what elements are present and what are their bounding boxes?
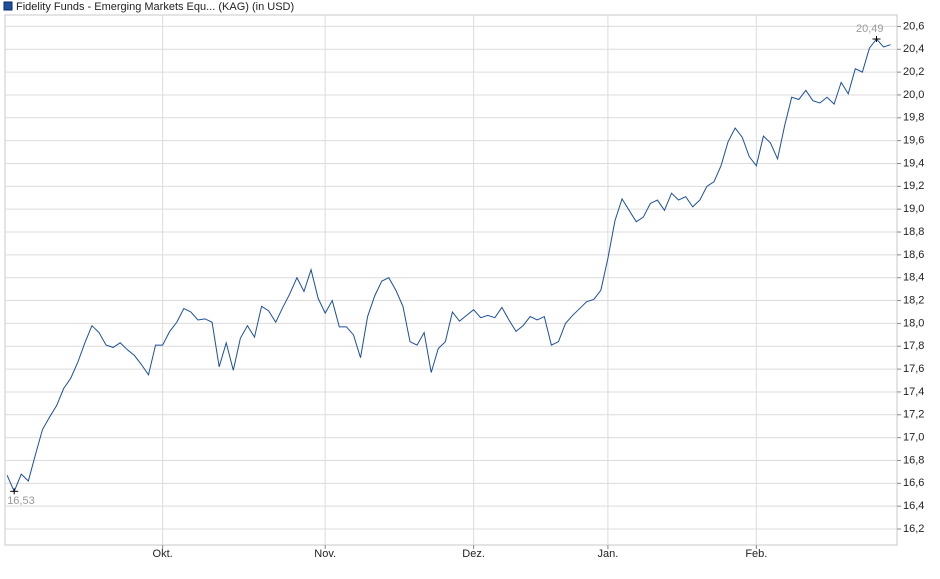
y-tick-label: 16,8 bbox=[903, 454, 924, 466]
legend-label: Fidelity Funds - Emerging Markets Equ...… bbox=[16, 1, 294, 13]
x-tick-label: Dez. bbox=[462, 548, 485, 560]
y-tick-label: 20,6 bbox=[903, 20, 924, 32]
y-tick-label: 17,0 bbox=[903, 432, 924, 444]
legend-swatch bbox=[3, 1, 13, 11]
y-tick-label: 19,2 bbox=[903, 180, 924, 192]
y-tick-label: 20,4 bbox=[903, 43, 924, 55]
y-tick-label: 19,4 bbox=[903, 157, 924, 169]
annotation: 20,49 bbox=[856, 23, 884, 35]
y-tick-label: 17,8 bbox=[903, 340, 924, 352]
y-tick-label: 16,6 bbox=[903, 477, 924, 489]
annotation: 16,53 bbox=[7, 495, 35, 507]
y-tick-label: 17,2 bbox=[903, 409, 924, 421]
y-tick-label: 18,8 bbox=[903, 226, 924, 238]
y-tick-label: 19,8 bbox=[903, 112, 924, 124]
y-tick-label: 18,6 bbox=[903, 249, 924, 261]
y-tick-label: 19,0 bbox=[903, 203, 924, 215]
y-tick-label: 20,2 bbox=[903, 66, 924, 78]
y-tick-label: 17,6 bbox=[903, 363, 924, 375]
x-tick-label: Nov. bbox=[314, 548, 336, 560]
x-tick-label: Jan. bbox=[598, 548, 619, 560]
y-tick-label: 18,0 bbox=[903, 317, 924, 329]
y-tick-label: 20,0 bbox=[903, 89, 924, 101]
y-tick-label: 17,4 bbox=[903, 386, 924, 398]
y-tick-label: 19,6 bbox=[903, 135, 924, 147]
y-tick-label: 18,4 bbox=[903, 272, 924, 284]
plot-frame bbox=[4, 14, 898, 546]
x-tick-label: Okt. bbox=[153, 548, 173, 560]
y-tick-label: 16,2 bbox=[903, 523, 924, 535]
x-tick-label: Feb. bbox=[745, 548, 767, 560]
line bbox=[6, 38, 891, 493]
y-tick-label: 16,4 bbox=[903, 500, 924, 512]
y-tick-label: 18,2 bbox=[903, 294, 924, 306]
